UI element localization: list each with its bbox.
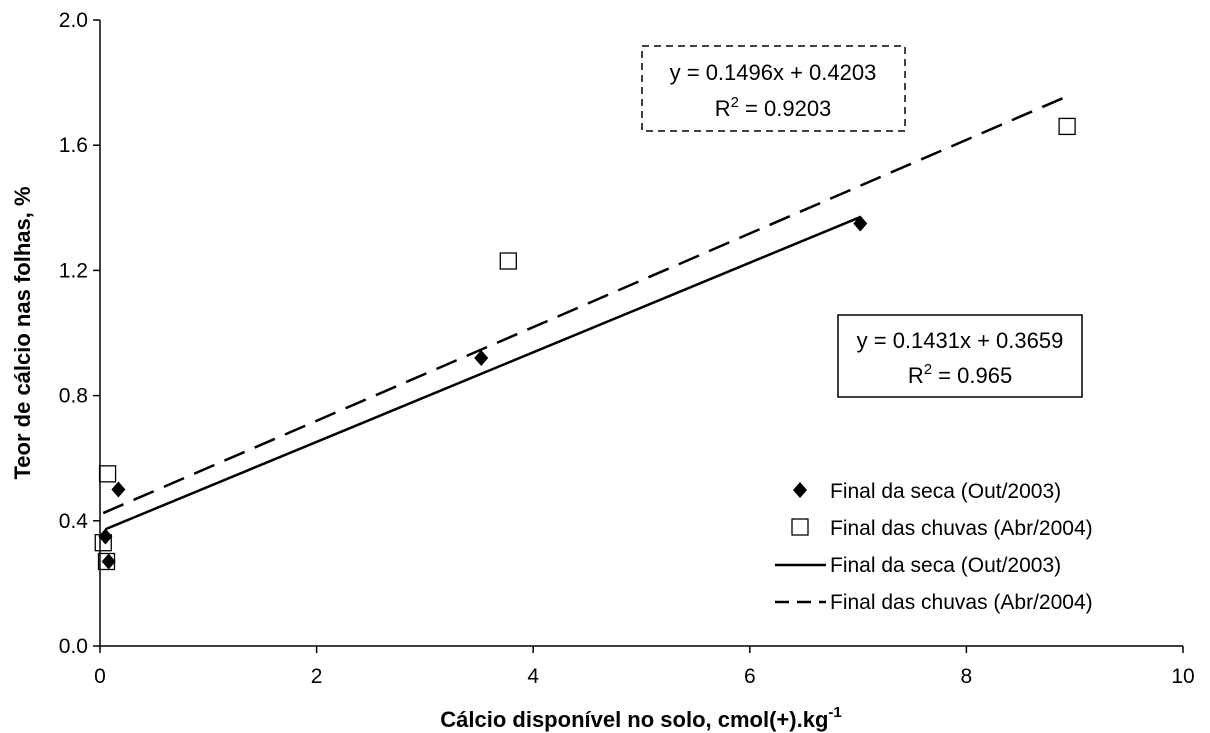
trendline-solid xyxy=(104,215,861,531)
point-square xyxy=(1058,117,1076,136)
y-tick-label: 0.4 xyxy=(59,510,89,533)
point-square xyxy=(94,534,112,552)
equation-chuvas: y = 0.1496x + 0.4203 xyxy=(670,60,877,85)
legend-label-chuvas-points: Final das chuvas (Abr/2004) xyxy=(830,517,1093,540)
x-tick-label: 0 xyxy=(94,665,106,688)
r2-chuvas: R2 = 0.9203 xyxy=(715,94,832,121)
y-tick-label: 0.0 xyxy=(59,635,88,658)
point-diamond xyxy=(853,215,868,232)
equation-box-chuvas: y = 0.1496x + 0.4203 R2 = 0.9203 xyxy=(641,45,906,132)
legend-label-seca-points: Final da seca (Out/2003) xyxy=(830,480,1061,503)
x-tick-label: 10 xyxy=(1171,665,1194,688)
trendlines xyxy=(102,95,1068,531)
point-diamond xyxy=(474,350,489,367)
point-diamond xyxy=(101,553,116,570)
axes xyxy=(99,20,1183,647)
r2-seca: R2 = 0.965 xyxy=(908,361,1012,388)
trendline-dashed xyxy=(102,95,1068,515)
y-tick-label: 0.8 xyxy=(59,385,88,408)
legend-marker-square xyxy=(791,518,809,536)
legend: Final da seca (Out/2003) Final das chuva… xyxy=(775,480,1093,614)
ticks: 0 2 4 6 8 10 0.0 0.4 0.8 1.2 1.6 2.0 xyxy=(59,9,1195,688)
x-tick-label: 6 xyxy=(744,665,756,688)
point-square xyxy=(499,252,517,270)
data-points xyxy=(94,117,1076,571)
legend-label-seca-line: Final da seca (Out/2003) xyxy=(830,554,1061,577)
x-tick-label: 4 xyxy=(527,665,539,688)
point-square xyxy=(97,552,116,571)
legend-marker-diamond xyxy=(793,482,807,498)
x-tick-label: 2 xyxy=(311,665,323,688)
equation-seca: y = 0.1431x + 0.3659 xyxy=(857,328,1064,353)
y-tick-label: 1.2 xyxy=(59,259,88,282)
y-axis-title: Teor de cálcio nas folhas, % xyxy=(10,186,35,479)
equation-box-seca-border xyxy=(837,314,1083,398)
x-tick-label: 8 xyxy=(961,665,973,688)
point-diamond xyxy=(98,528,113,545)
equation-box-chuvas-border xyxy=(641,45,906,132)
y-tick-label: 2.0 xyxy=(59,9,88,32)
legend-label-chuvas-line: Final das chuvas (Abr/2004) xyxy=(830,591,1093,614)
y-tick-label: 1.6 xyxy=(59,134,88,157)
point-square xyxy=(98,465,117,483)
equation-box-seca: y = 0.1431x + 0.3659 R2 = 0.965 xyxy=(837,314,1083,398)
point-diamond xyxy=(111,481,126,498)
x-axis-title: Cálcio disponível no solo, cmol(+).kg-1 xyxy=(440,704,841,732)
